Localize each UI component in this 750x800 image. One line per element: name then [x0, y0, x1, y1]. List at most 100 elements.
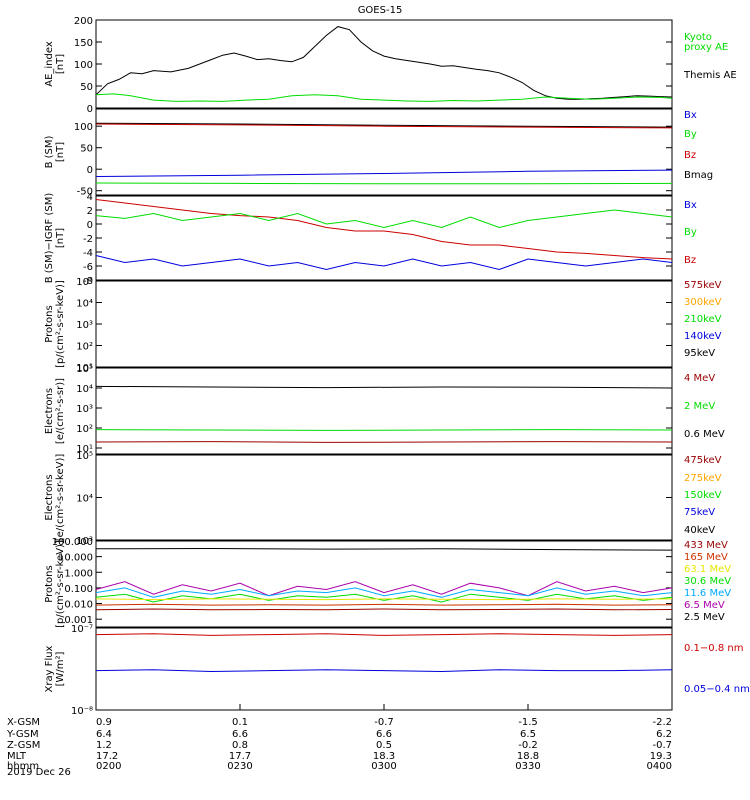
y-tick-label: 1.000: [64, 568, 93, 579]
y-tick-label: 150: [74, 38, 93, 49]
x-axis-row-label: Y-GSM: [6, 729, 39, 740]
y-tick-label: 50: [80, 144, 93, 155]
panel-frame: [95, 108, 673, 196]
x-axis-value: 0.9: [96, 717, 112, 728]
legend-entry: 6.5 MeV: [684, 600, 725, 611]
y-tick-label: 100: [74, 122, 93, 133]
x-axis-row-label: hhmm: [7, 761, 39, 772]
legend-entry: 4 MeV: [684, 373, 715, 384]
series-line-Bx: [95, 169, 673, 177]
legend-entry: By: [684, 129, 697, 140]
y-axis-label: B (SM)−IGRF (SM): [44, 193, 55, 284]
legend-entry: 433 MeV: [684, 540, 728, 551]
y-axis-label: [e/(cm²-s-sr-keV)]: [55, 454, 66, 542]
legend-entry: 165 MeV: [684, 552, 728, 563]
x-axis-value: 0.8: [232, 740, 248, 751]
legend-entry: 0.05−0.4 nm: [684, 684, 750, 695]
series-line-0-1-0-8-nm: [95, 633, 673, 636]
y-tick-label: -8: [83, 276, 93, 287]
legend-entry: 2.5 MeV: [684, 612, 725, 623]
series-line-Bmag: [95, 122, 673, 128]
y-axis-label: [e/(cm²-s-sr)]: [55, 378, 66, 444]
x-axis-value: -1.5: [518, 717, 538, 728]
series-line-165-MeV: [95, 603, 673, 606]
series-line-Bx: [95, 255, 673, 271]
y-tick-label: 0: [87, 220, 93, 231]
legend-entry: 475keV: [684, 455, 722, 466]
x-axis-value: -0.7: [652, 740, 672, 751]
x-axis-value: 17.2: [96, 751, 118, 762]
series-line-2-5-MeV: [95, 547, 673, 551]
y-tick-label: 10¹: [76, 363, 93, 374]
y-tick-label: 0.001: [64, 615, 93, 626]
legend-entry: 2 MeV: [684, 401, 715, 412]
y-tick-label: 2: [87, 206, 93, 217]
y-tick-label: -50: [77, 187, 93, 198]
y-tick-label: -4: [83, 248, 93, 259]
y-tick-label: 10³: [76, 536, 93, 547]
y-axis-label: [W/m²]: [55, 651, 66, 686]
y-tick-label: 100: [74, 60, 93, 71]
panel-frame: [95, 367, 673, 455]
x-axis-value: -0.7: [374, 717, 394, 728]
series-line-0-05-0-4-nm: [95, 669, 673, 673]
y-axis-label: Protons: [44, 565, 55, 602]
x-axis-value: 0300: [371, 761, 396, 772]
series-line-Kyoto-proxy-AE: [95, 93, 673, 102]
panel-protons2: 100.000 10.000 1.000 0.100 0.010 0.001 Protons…: [44, 537, 731, 628]
y-axis-label: [p/(cm²-s-sr-keV)]: [55, 280, 66, 368]
x-axis-value: 0400: [647, 761, 672, 772]
panel-frame: [95, 627, 673, 711]
panel-bigrf: 4 2 0 -2 -4 -6 -8 B (SM)−IGRF (SM) [nT] Bx By Bz: [44, 192, 697, 287]
legend-entry: Bx: [684, 200, 697, 211]
x-axis-row-label: X-GSM: [7, 717, 40, 728]
chart-title: GOES-15: [358, 5, 403, 16]
panel-xray: 10⁻⁷ 10⁻⁸ Xray Flux [W/m²] 0.1−0.8 nm 0.05−0.…: [44, 624, 750, 717]
y-tick-label: 0.100: [64, 584, 93, 595]
y-tick-label: 100.000: [52, 537, 93, 548]
panel-frame: [95, 280, 673, 368]
y-tick-label: 4: [87, 192, 93, 203]
panel-frame: [95, 540, 673, 628]
y-axis-label: B (SM): [44, 135, 55, 168]
legend-entry: 95keV: [684, 348, 715, 359]
panel-electrons2: 10⁵ 10⁴ 10³ Electrons [e/(cm²-s-sr-keV)] 475k…: [44, 451, 722, 547]
series-line-2-MeV: [95, 429, 673, 431]
x-axis-value: 1.2: [96, 740, 112, 751]
y-tick-label: 10.000: [58, 553, 93, 564]
y-axis-label: Protons: [44, 305, 55, 342]
y-axis-label: [nT]: [55, 142, 66, 162]
legend-entry: 575keV: [684, 280, 722, 291]
legend-entry: 0.1−0.8 nm: [684, 643, 743, 654]
x-axis-value: 6.6: [376, 729, 392, 740]
y-tick-label: 0.010: [64, 600, 93, 611]
panel-protons: 10⁵ 10⁴ 10³ 10² 10¹ Protons [p/(cm²-s-sr-keV)]…: [44, 277, 722, 374]
legend-entry: Bmag: [684, 170, 713, 181]
y-tick-label: 10⁴: [76, 384, 93, 395]
y-tick-label: 10⁴: [76, 494, 93, 505]
series-line-11-6-MeV: [95, 587, 673, 598]
y-tick-label: 10⁵: [76, 451, 93, 462]
y-tick-label: 10⁴: [76, 299, 93, 310]
x-axis-value: 0330: [515, 761, 540, 772]
series-line-Themis-AE: [95, 26, 673, 100]
series-line-By: [95, 182, 673, 185]
series-line-63-1-MeV: [95, 598, 673, 601]
y-tick-label: -2: [83, 234, 93, 245]
x-axis-value: 0200: [96, 761, 121, 772]
y-axis-label: Xray Flux: [44, 645, 55, 692]
y-tick-label: 10²: [76, 424, 93, 435]
series-line-433-MeV: [95, 608, 673, 611]
y-tick-label: 50: [80, 82, 93, 93]
x-axis-value: 17.7: [229, 751, 251, 762]
y-tick-label: 10⁻⁷: [71, 624, 93, 635]
y-tick-label: 0: [87, 104, 93, 115]
legend-entry: 75keV: [684, 507, 715, 518]
legend-entry: Themis AE: [683, 70, 737, 81]
x-axis-value: 6.2: [656, 729, 672, 740]
x-axis-row-label: MLT: [7, 751, 27, 762]
y-axis-label: [nT]: [55, 228, 66, 248]
legend-entry: proxy AE: [684, 42, 728, 53]
